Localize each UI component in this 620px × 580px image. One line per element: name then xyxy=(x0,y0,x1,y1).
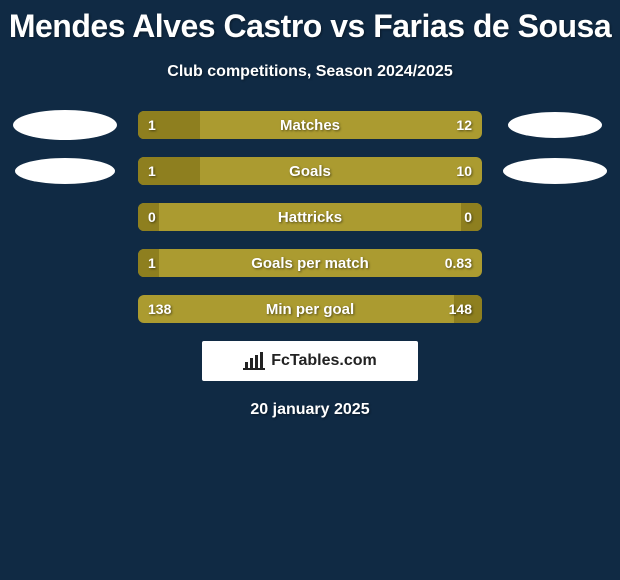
stat-row: 10.83Goals per match xyxy=(0,249,620,277)
page-title: Mendes Alves Castro vs Farias de Sousa xyxy=(0,0,620,45)
stat-value-right: 0.83 xyxy=(445,249,472,277)
stat-bar: 110Goals xyxy=(138,157,482,185)
avatar-slot-left xyxy=(10,158,120,184)
stats-rows: 112Matches 110Goals 00Hattricks 10.83Goals … xyxy=(0,111,620,323)
avatar-slot-left xyxy=(10,110,120,140)
stat-value-right: 10 xyxy=(456,157,472,185)
page-subtitle: Club competitions, Season 2024/2025 xyxy=(0,63,620,81)
brand-text: FcTables.com xyxy=(271,352,377,370)
stat-row: 110Goals xyxy=(0,157,620,185)
stat-row: 138148Min per goal xyxy=(0,295,620,323)
avatar-slot-right xyxy=(500,158,610,184)
bar-fill-left xyxy=(138,111,200,139)
comparison-widget: Mendes Alves Castro vs Farias de Sousa C… xyxy=(0,0,620,580)
stat-label: Hattricks xyxy=(138,203,482,231)
stat-label: Min per goal xyxy=(138,295,482,323)
bar-fill-right xyxy=(461,203,482,231)
player-avatar-left xyxy=(15,158,115,184)
player-avatar-right xyxy=(508,112,602,138)
bar-fill-left xyxy=(138,249,159,277)
stat-row: 00Hattricks xyxy=(0,203,620,231)
player-avatar-left xyxy=(13,110,117,140)
stat-bar: 112Matches xyxy=(138,111,482,139)
stat-label: Goals per match xyxy=(138,249,482,277)
stat-value-right: 12 xyxy=(456,111,472,139)
stat-value-left: 138 xyxy=(148,295,171,323)
stat-bar: 10.83Goals per match xyxy=(138,249,482,277)
bar-fill-left xyxy=(138,203,159,231)
stat-bar: 138148Min per goal xyxy=(138,295,482,323)
chart-icon xyxy=(243,352,265,370)
stat-bar: 00Hattricks xyxy=(138,203,482,231)
player-avatar-right xyxy=(503,158,607,184)
bar-fill-right xyxy=(454,295,482,323)
bar-fill-left xyxy=(138,157,200,185)
avatar-slot-right xyxy=(500,112,610,138)
brand-box[interactable]: FcTables.com xyxy=(202,341,418,381)
date-text: 20 january 2025 xyxy=(0,401,620,419)
stat-row: 112Matches xyxy=(0,111,620,139)
